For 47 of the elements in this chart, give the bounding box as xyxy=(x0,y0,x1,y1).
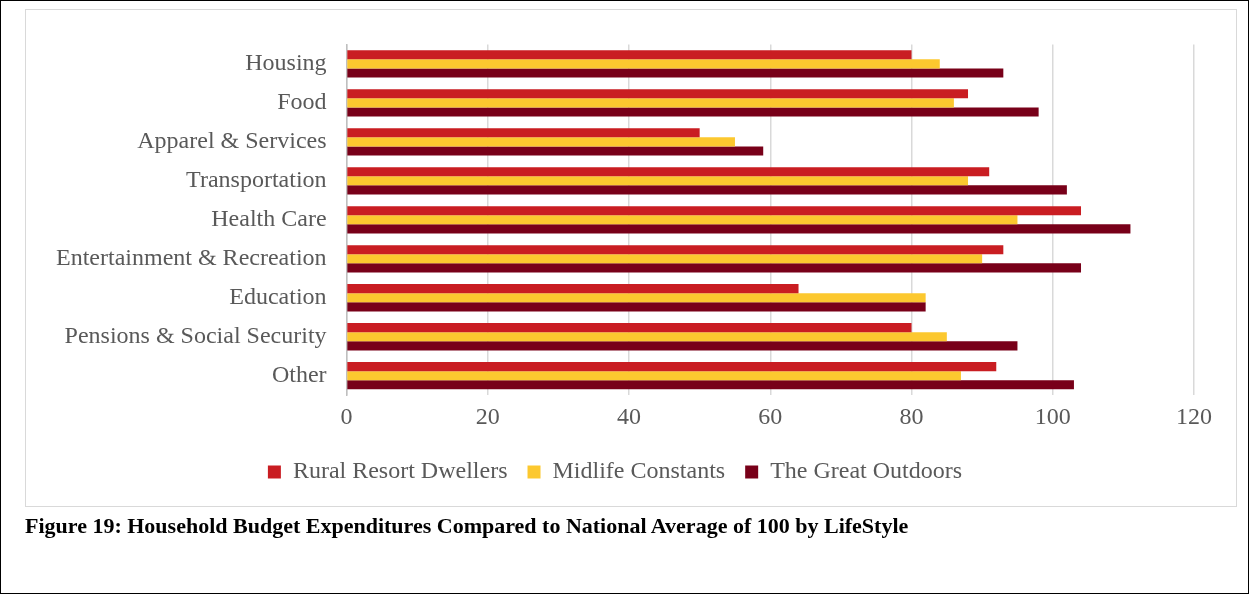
bar xyxy=(347,107,1039,117)
bar xyxy=(347,89,969,99)
bar xyxy=(347,263,1082,273)
bar xyxy=(347,332,947,342)
bar xyxy=(347,167,990,177)
bar xyxy=(347,323,912,333)
y-tick-label: Pensions & Social Security xyxy=(64,322,327,349)
bar xyxy=(347,254,983,264)
y-tick-label: Education xyxy=(229,283,327,310)
bar xyxy=(347,68,1004,78)
y-tick-label: Food xyxy=(277,88,327,115)
x-tick-label: 60 xyxy=(758,402,783,429)
bar xyxy=(347,380,1074,390)
caption: Figure 19: Household Budget Expenditures Compared to National Average of 100 by LifeStyle xyxy=(25,513,910,539)
x-tick-label: 40 xyxy=(617,402,642,429)
bar xyxy=(347,245,1004,255)
y-tick-label: Other xyxy=(271,361,327,388)
legend-label: The Great Outdoors xyxy=(770,457,963,484)
bar xyxy=(347,176,969,186)
y-tick-label: Apparel & Services xyxy=(137,127,327,154)
x-tick-label: 0 xyxy=(340,402,353,429)
x-tick-label: 120 xyxy=(1176,402,1212,429)
bar xyxy=(347,224,1131,234)
bar xyxy=(347,302,926,312)
y-tick-label: Transportation xyxy=(186,166,327,193)
bar xyxy=(347,293,926,303)
bar xyxy=(347,362,997,372)
bar xyxy=(347,50,912,60)
bar xyxy=(347,284,799,294)
bar xyxy=(347,98,954,108)
bar xyxy=(347,146,764,156)
bar xyxy=(347,215,1018,225)
bar xyxy=(347,206,1082,216)
x-tick-label: 100 xyxy=(1034,402,1071,429)
x-tick-label: 20 xyxy=(475,402,500,429)
y-tick-label: Entertainment & Recreation xyxy=(56,244,327,271)
bar xyxy=(347,128,700,138)
bar xyxy=(347,137,735,147)
y-tick-label: Housing xyxy=(245,49,327,76)
legend-label: Midlife Constants xyxy=(552,457,726,484)
x-tick-label: 80 xyxy=(899,402,924,429)
legend-label: Rural Resort Dwellers xyxy=(292,457,508,484)
bar xyxy=(347,371,961,381)
bar xyxy=(347,341,1018,351)
bar xyxy=(347,185,1067,195)
bar xyxy=(347,59,940,69)
y-tick-label: Health Care xyxy=(211,205,327,232)
